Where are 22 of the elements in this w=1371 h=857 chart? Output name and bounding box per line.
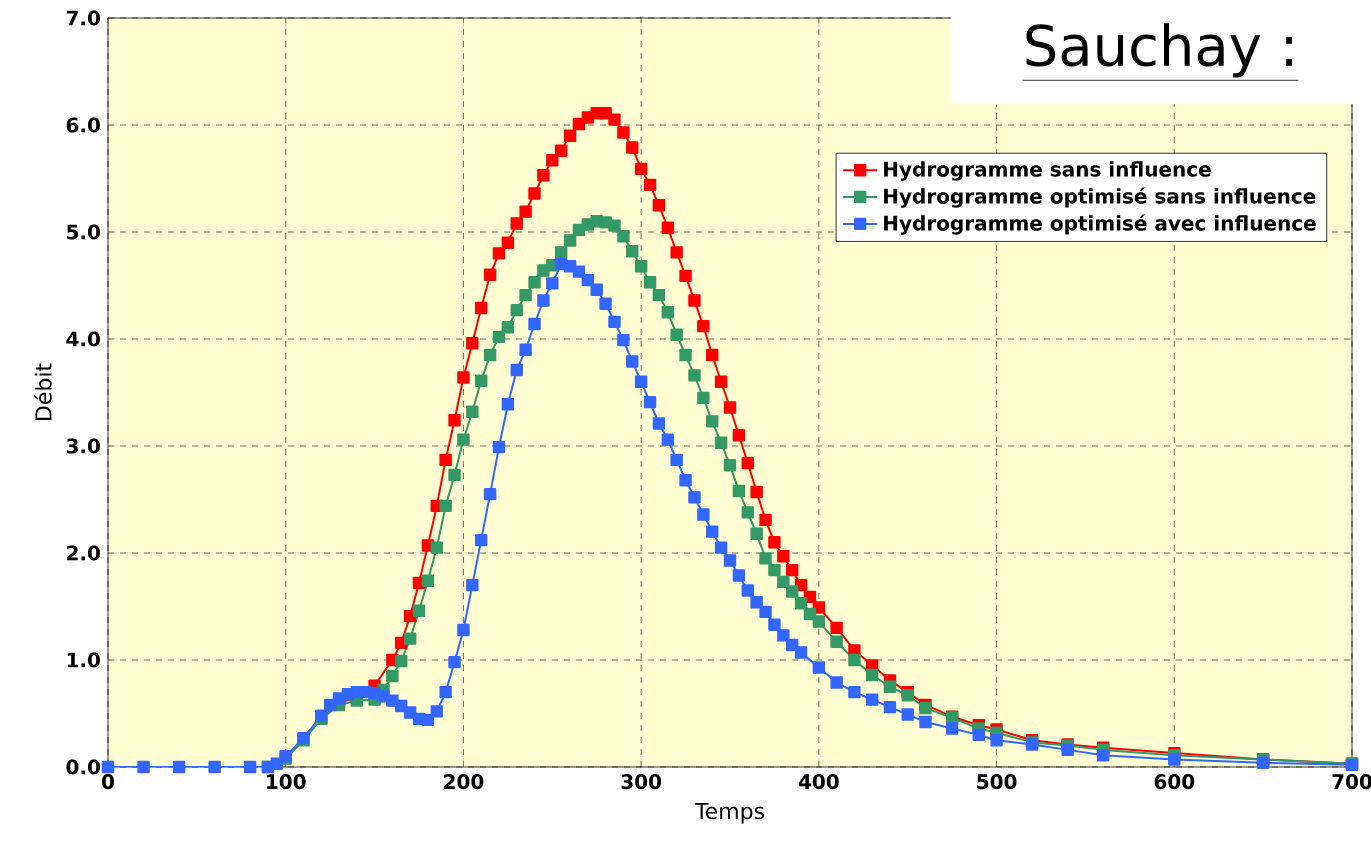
x-tick-label: 500 bbox=[977, 774, 1017, 790]
legend-label: Hydrogramme sans influence bbox=[884, 161, 1211, 181]
y-tick-label: 5.0 bbox=[67, 224, 100, 240]
x-tick-label: 700 bbox=[1332, 774, 1371, 790]
legend-label: Hydrogramme optimisé avec influence bbox=[884, 214, 1316, 235]
y-tick-label: 3.0 bbox=[66, 438, 100, 454]
y-axis-title: Débit bbox=[33, 363, 52, 420]
x-tick-label: 100 bbox=[267, 774, 306, 790]
y-tick-label: 2.0 bbox=[67, 545, 100, 561]
legend-label: Hydrogramme optimisé sans influence bbox=[884, 187, 1316, 208]
y-tick-label: 0.0 bbox=[66, 759, 100, 775]
x-tick-label: 400 bbox=[798, 774, 839, 790]
x-tick-label: 200 bbox=[444, 774, 484, 790]
y-tick-label: 6.0 bbox=[66, 117, 100, 133]
chart-title: Sauchay : bbox=[1026, 23, 1292, 78]
x-tick-label: 0 bbox=[102, 774, 114, 790]
x-tick-label: 600 bbox=[1154, 774, 1195, 790]
y-tick-label: 4.0 bbox=[66, 331, 100, 347]
y-tick-label: 1.0 bbox=[67, 652, 100, 668]
y-tick-label: 7.0 bbox=[66, 10, 100, 26]
x-axis-title: Temps bbox=[694, 802, 764, 824]
x-tick-label: 300 bbox=[621, 774, 662, 790]
